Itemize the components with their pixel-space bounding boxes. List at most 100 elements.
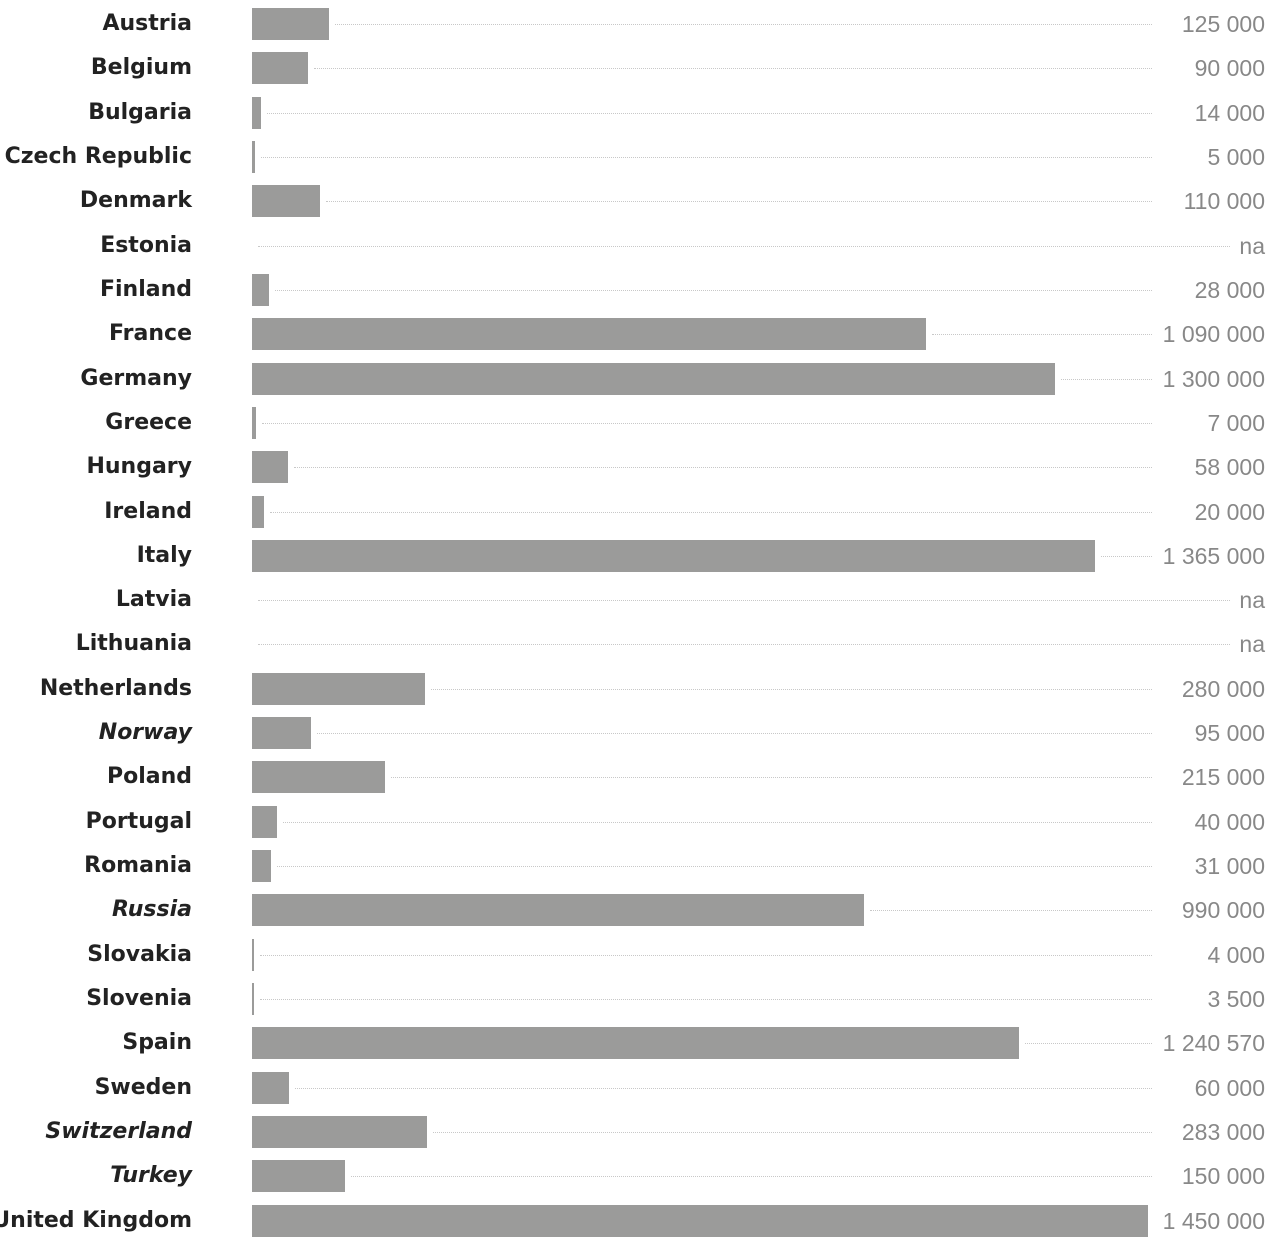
value-label: na <box>1239 232 1265 259</box>
leader-dots <box>432 1132 1152 1133</box>
bar <box>252 8 330 40</box>
value-label: 28 000 <box>1194 276 1265 303</box>
category-label: Hungary <box>86 454 192 480</box>
value-label: 60 000 <box>1194 1074 1265 1101</box>
leader-dots <box>282 821 1152 823</box>
leader-dots <box>295 1087 1152 1089</box>
category-label: Czech Republic <box>4 143 192 169</box>
leader-dots <box>431 688 1152 690</box>
category-label: Latvia <box>115 587 192 613</box>
bar <box>252 1071 290 1104</box>
leader-dots <box>270 511 1152 513</box>
bar <box>252 1204 1148 1237</box>
value-label: 110 000 <box>1183 188 1265 215</box>
leader-dots <box>260 954 1152 956</box>
category-label: United Kingdom <box>0 1207 192 1233</box>
value-label: na <box>1239 587 1265 614</box>
value-label: 31 000 <box>1194 853 1265 880</box>
category-label: Slovenia <box>86 986 192 1012</box>
value-label: 7 000 <box>1207 409 1265 436</box>
category-label: Portugal <box>85 808 192 834</box>
category-label: Russia <box>112 897 192 923</box>
bar <box>252 1160 345 1193</box>
category-label: Switzerland <box>45 1119 192 1144</box>
value-label: 283 000 <box>1181 1119 1265 1145</box>
leader-dots <box>1101 555 1152 557</box>
leader-dots <box>335 24 1152 25</box>
bar <box>252 140 256 173</box>
value-label: 1 450 000 <box>1162 1207 1265 1234</box>
leader-dots <box>258 600 1230 602</box>
bar <box>252 52 308 85</box>
category-label: Poland <box>106 764 192 790</box>
category-label: Finland <box>99 276 192 302</box>
leader-dots <box>260 999 1152 1001</box>
value-label: 3 500 <box>1207 986 1265 1013</box>
category-label: Sweden <box>94 1074 192 1100</box>
leader-dots <box>316 733 1152 735</box>
value-label: 14 000 <box>1194 99 1265 126</box>
category-label: Denmark <box>79 188 192 214</box>
leader-dots <box>1024 1043 1152 1045</box>
value-label: 40 000 <box>1194 808 1265 835</box>
leader-dots <box>1061 378 1152 380</box>
category-label: Norway <box>98 720 192 746</box>
value-label: 1 365 000 <box>1162 542 1265 569</box>
bar <box>252 318 926 351</box>
bar <box>252 850 272 883</box>
category-label: Greece <box>105 409 192 435</box>
bar <box>252 717 311 750</box>
category-label: Spain <box>122 1030 192 1056</box>
value-label: 58 000 <box>1194 454 1265 481</box>
value-label: 280 000 <box>1181 675 1265 702</box>
value-label: 90 000 <box>1194 55 1265 82</box>
value-label: 1 300 000 <box>1162 365 1265 392</box>
bar <box>252 495 265 528</box>
bar <box>252 983 255 1016</box>
category-label: Estonia <box>100 232 192 258</box>
bar <box>252 894 864 927</box>
value-label: 150 000 <box>1181 1163 1265 1190</box>
bar <box>252 406 257 439</box>
category-label: France <box>109 321 192 347</box>
category-label: Bulgaria <box>88 99 192 125</box>
bar <box>252 672 426 705</box>
leader-dots <box>390 777 1152 779</box>
bar <box>252 1116 427 1148</box>
bar <box>252 185 320 218</box>
value-label: 215 000 <box>1181 764 1265 791</box>
category-label: Turkey <box>110 1163 192 1189</box>
category-label: Italy <box>136 542 192 568</box>
leader-dots <box>931 334 1152 336</box>
bar <box>252 539 1096 572</box>
category-label: Ireland <box>104 498 192 524</box>
value-label: na <box>1239 631 1265 658</box>
category-label: Lithuania <box>75 631 192 657</box>
leader-dots <box>258 245 1230 247</box>
bar <box>252 362 1056 395</box>
bar <box>252 451 288 484</box>
value-label: 5 000 <box>1207 143 1265 170</box>
value-label: 990 000 <box>1181 897 1265 924</box>
bar <box>252 805 277 838</box>
category-label: Germany <box>80 365 192 391</box>
leader-dots <box>266 112 1152 114</box>
value-label: 4 000 <box>1207 941 1265 968</box>
value-label: 95 000 <box>1194 720 1265 747</box>
category-label: Belgium <box>90 55 192 81</box>
leader-dots <box>277 866 1152 868</box>
leader-dots <box>275 289 1152 291</box>
leader-dots <box>293 467 1152 469</box>
value-label: 1 090 000 <box>1162 321 1265 348</box>
bar <box>252 1027 1019 1060</box>
category-label: Romania <box>84 853 192 879</box>
leader-dots <box>350 1176 1152 1178</box>
leader-dots <box>261 156 1152 158</box>
category-label: Slovakia <box>87 941 192 967</box>
bar <box>252 938 255 971</box>
bar <box>252 96 261 129</box>
leader-dots <box>262 422 1152 424</box>
bar <box>252 273 270 306</box>
leader-dots <box>869 910 1152 912</box>
